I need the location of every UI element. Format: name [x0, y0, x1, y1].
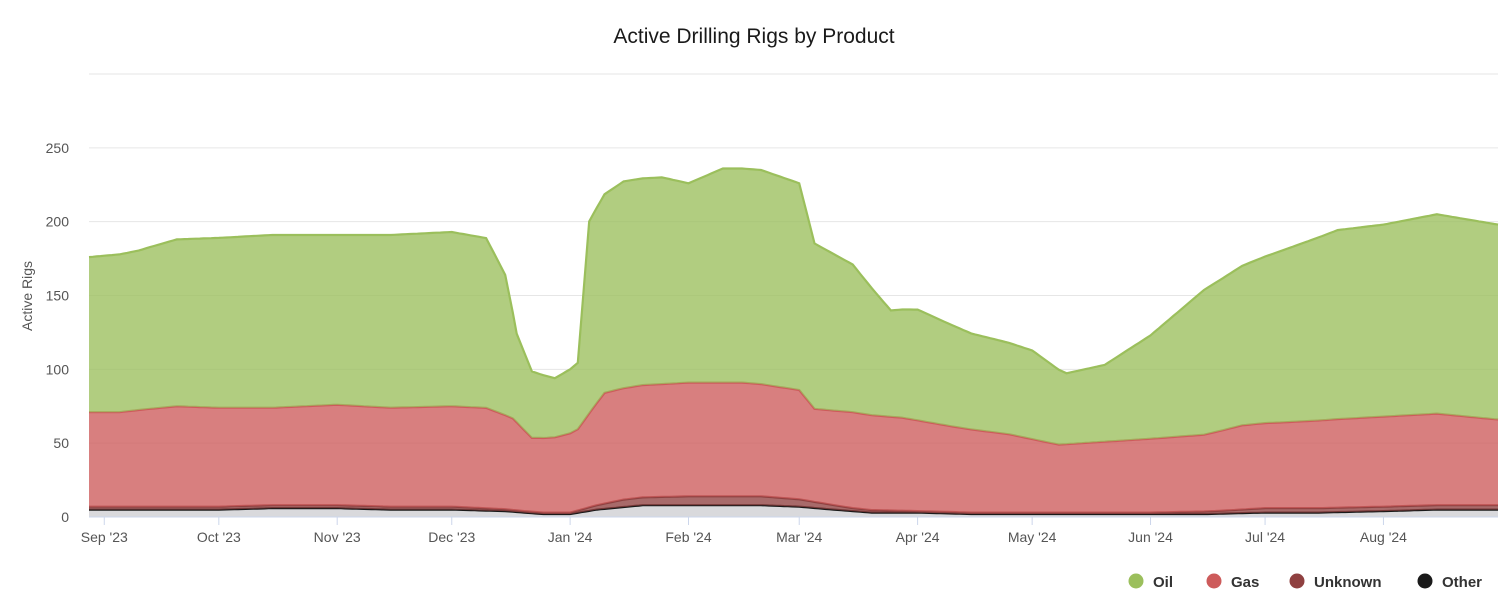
legend-label: Gas — [1231, 574, 1259, 591]
series-area-unknown[interactable] — [89, 496, 1498, 514]
x-tick-label: Jun '24 — [1128, 529, 1173, 545]
legend-label: Unknown — [1314, 574, 1382, 591]
legend-item-other[interactable]: Other — [1417, 573, 1483, 592]
legend-marker — [1128, 573, 1144, 589]
y-tick-label: 0 — [61, 509, 69, 525]
y-tick-label: 200 — [46, 214, 70, 230]
x-tick-label: Sep '23 — [81, 529, 128, 545]
series-area-gas[interactable] — [89, 382, 1498, 513]
x-tick-label: Jul '24 — [1245, 529, 1285, 545]
legend-label: Other — [1442, 574, 1482, 591]
series-line-oil — [88, 167, 1499, 380]
x-tick-label: Feb '24 — [665, 529, 711, 545]
y-tick-label: 100 — [46, 361, 70, 377]
x-tick-label: Nov '23 — [314, 529, 361, 545]
legend-marker — [1417, 573, 1433, 589]
x-tick-label: Oct '23 — [197, 529, 241, 545]
legend: Oil Gas Unknown Other — [1128, 573, 1483, 592]
x-tick-label: Apr '24 — [896, 529, 940, 545]
legend-marker — [1289, 573, 1305, 589]
legend-label: Oil — [1153, 574, 1173, 591]
chart-title: Active Drilling Rigs by Product — [613, 25, 894, 48]
y-tick-label: 250 — [46, 140, 70, 156]
legend-marker — [1206, 573, 1222, 589]
x-tick-label: Jan '24 — [548, 529, 593, 545]
series-areas — [88, 167, 1499, 517]
y-axis-title: Active Rigs — [19, 261, 35, 331]
x-tick-label: Aug '24 — [1360, 529, 1407, 545]
legend-item-unknown[interactable]: Unknown — [1289, 573, 1382, 592]
y-axis-ticks: 0 50 100 150 200 250 — [46, 140, 70, 525]
y-tick-label: 150 — [46, 288, 70, 304]
x-tick-label: Dec '23 — [428, 529, 475, 545]
x-tick-label: Mar '24 — [776, 529, 822, 545]
y-tick-label: 50 — [53, 435, 69, 451]
legend-item-gas[interactable]: Gas — [1206, 573, 1260, 592]
x-tick-label: May '24 — [1008, 529, 1057, 545]
x-axis-ticks: Sep '23 Oct '23 Nov '23 Dec '23 Jan '24 Feb '… — [81, 516, 1498, 545]
legend-item-oil[interactable]: Oil — [1128, 573, 1174, 592]
series-area-oil[interactable] — [89, 168, 1498, 445]
